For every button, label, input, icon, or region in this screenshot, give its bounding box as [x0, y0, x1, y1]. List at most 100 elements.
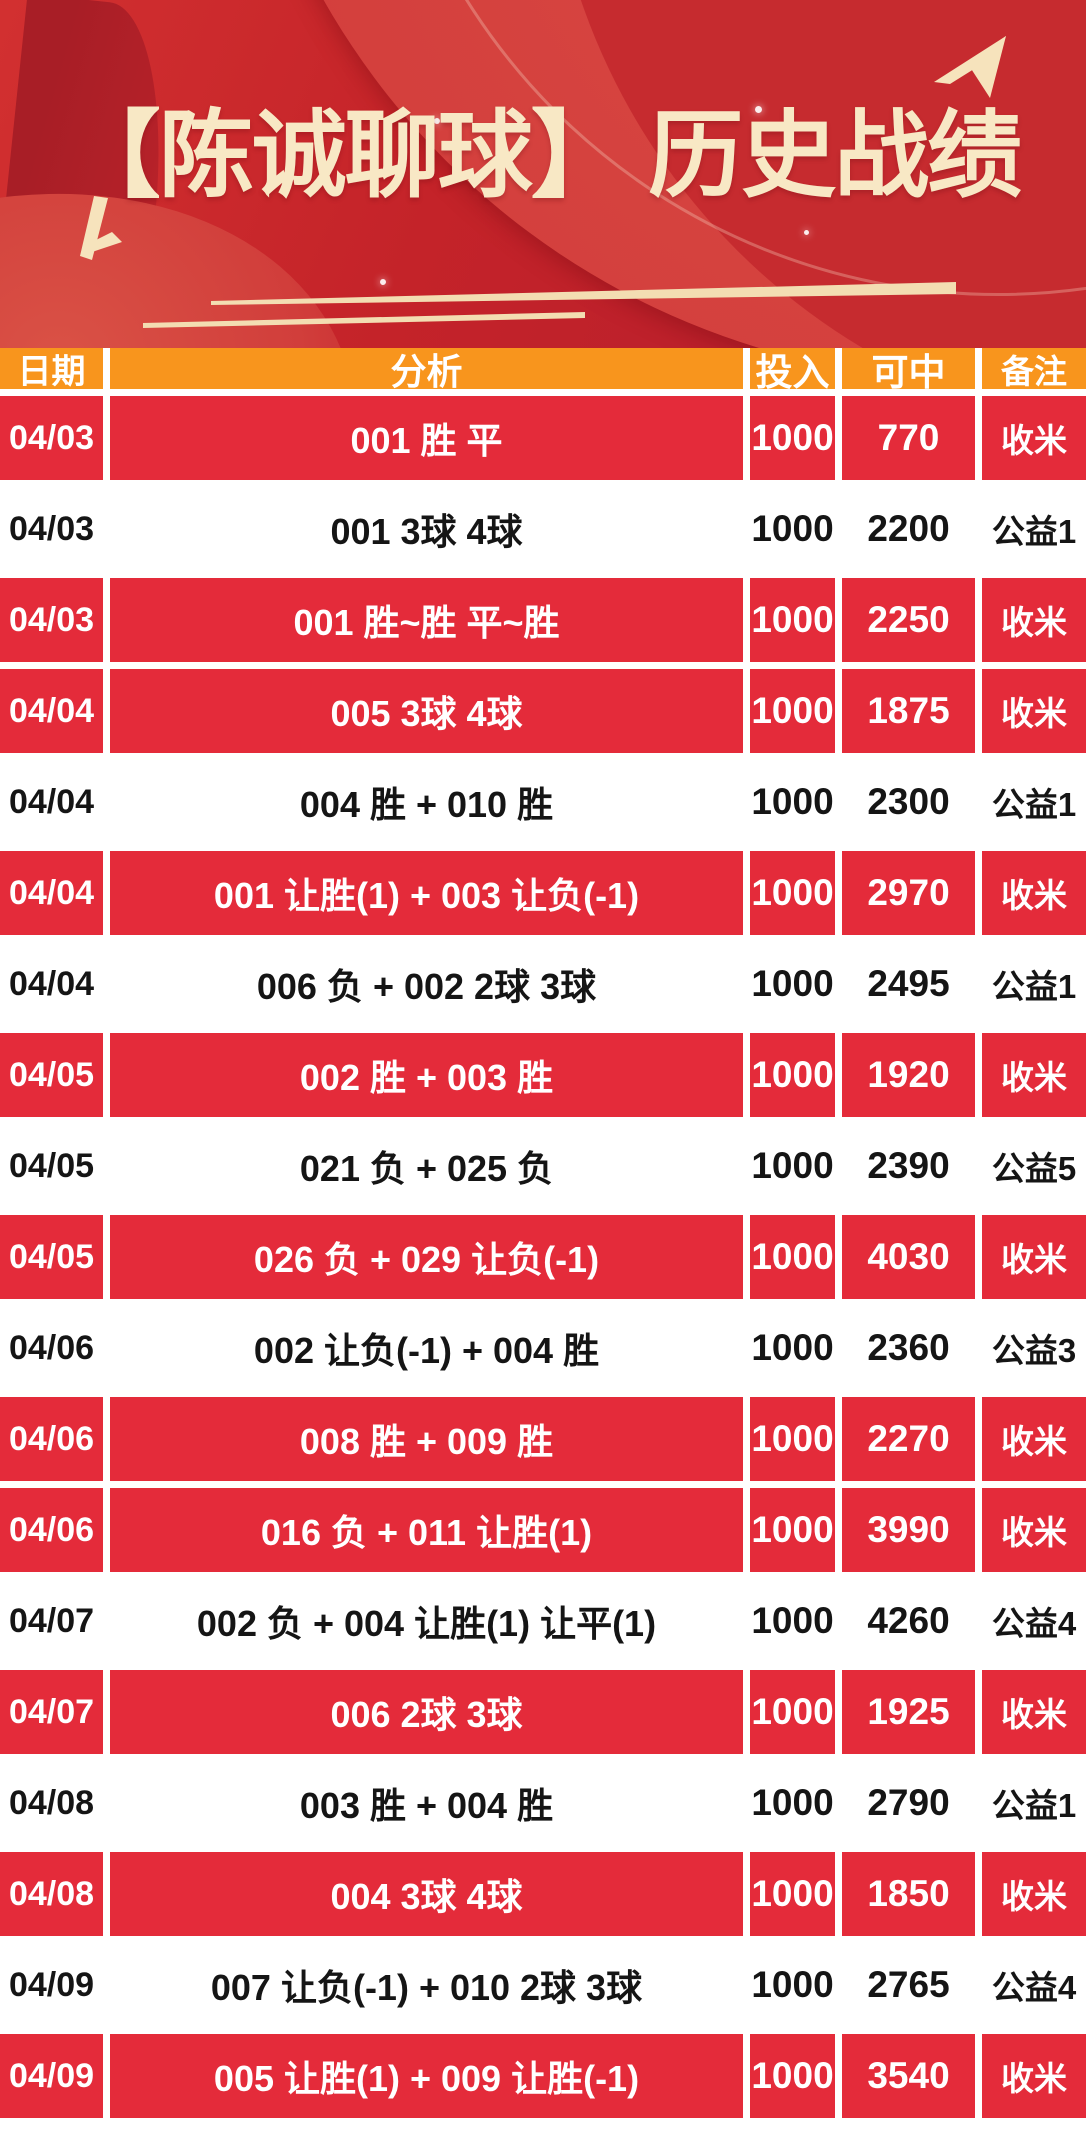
date-cell: 04/06 [0, 1488, 103, 1572]
underline-stroke-long [211, 282, 956, 305]
win-cell: 4030 [842, 1215, 975, 1299]
win-cell: 2200 [842, 487, 975, 571]
win-cell: 2765 [842, 1943, 975, 2027]
sparkle-icon [755, 106, 762, 113]
column-header-invest: 投入 [750, 348, 835, 393]
column-header-note: 备注 [982, 348, 1086, 390]
analysis-cell: 001 胜~胜 平~胜 [110, 578, 743, 662]
invest-cell: 1000 [750, 1488, 835, 1572]
win-cell: 2970 [842, 851, 975, 935]
note-cell: 收米 [982, 1397, 1086, 1481]
sparkle-icon [434, 118, 440, 124]
results-table: 日期 分析 投入 可中 备注 04/03 001 胜 平 1000 770 收米… [0, 348, 1086, 2118]
date-cell: 04/09 [0, 1943, 103, 2027]
banner-decorations [80, 36, 1006, 328]
swoosh-arrow-icon [968, 36, 1006, 98]
note-cell: 收米 [982, 1852, 1086, 1936]
analysis-cell: 005 让胜(1) + 009 让胜(-1) [110, 2034, 743, 2118]
invest-cell: 1000 [750, 1215, 835, 1299]
win-cell: 770 [842, 396, 975, 480]
underline-stroke-short [143, 312, 585, 328]
invest-cell: 1000 [750, 578, 835, 662]
date-cell: 04/04 [0, 760, 103, 844]
invest-cell: 1000 [750, 760, 835, 844]
note-cell: 收米 [982, 1033, 1086, 1117]
analysis-cell: 001 胜 平 [110, 396, 743, 480]
note-cell: 公益1 [982, 487, 1086, 571]
analysis-cell: 001 让胜(1) + 003 让负(-1) [110, 851, 743, 935]
date-cell: 04/03 [0, 578, 103, 662]
invest-cell: 1000 [750, 1033, 835, 1117]
note-cell: 公益5 [982, 1124, 1086, 1208]
win-cell: 3990 [842, 1488, 975, 1572]
column-header-date: 日期 [0, 348, 103, 391]
date-cell: 04/07 [0, 1670, 103, 1754]
note-cell: 公益1 [982, 1761, 1086, 1845]
note-cell: 公益4 [982, 1579, 1086, 1663]
invest-cell: 1000 [750, 396, 835, 480]
analysis-cell: 002 负 + 004 让胜(1) 让平(1) [110, 1579, 743, 1663]
date-cell: 04/05 [0, 1124, 103, 1208]
banner: 【陈诚聊球】 历史战绩 [0, 0, 1086, 348]
date-cell: 04/04 [0, 669, 103, 753]
invest-cell: 1000 [750, 1852, 835, 1936]
note-cell: 收米 [982, 1215, 1086, 1299]
win-cell: 1850 [842, 1852, 975, 1936]
date-cell: 04/09 [0, 2034, 103, 2118]
analysis-cell: 021 负 + 025 负 [110, 1124, 743, 1208]
analysis-cell: 002 胜 + 003 胜 [110, 1033, 743, 1117]
note-cell: 收米 [982, 851, 1086, 935]
column-header-win: 可中 [842, 348, 975, 393]
note-cell: 公益1 [982, 760, 1086, 844]
note-cell: 收米 [982, 1670, 1086, 1754]
win-cell: 2300 [842, 760, 975, 844]
analysis-cell: 026 负 + 029 让负(-1) [110, 1215, 743, 1299]
sparkle-icon [804, 230, 809, 235]
invest-cell: 1000 [750, 851, 835, 935]
invest-cell: 1000 [750, 1124, 835, 1208]
win-cell: 2390 [842, 1124, 975, 1208]
analysis-cell: 007 让负(-1) + 010 2球 3球 [110, 1943, 743, 2027]
invest-cell: 1000 [750, 942, 835, 1026]
note-cell: 收米 [982, 2034, 1086, 2118]
corner-bracket-icon [80, 196, 108, 260]
note-cell: 收米 [982, 1488, 1086, 1572]
analysis-cell: 006 负 + 002 2球 3球 [110, 942, 743, 1026]
date-cell: 04/03 [0, 487, 103, 571]
column-header-analysis: 分析 [110, 348, 743, 392]
win-cell: 1875 [842, 669, 975, 753]
invest-cell: 1000 [750, 2034, 835, 2118]
date-cell: 04/05 [0, 1215, 103, 1299]
win-cell: 1925 [842, 1670, 975, 1754]
date-cell: 04/04 [0, 942, 103, 1026]
note-cell: 收米 [982, 578, 1086, 662]
swoosh-arrow-icon [934, 36, 1006, 84]
date-cell: 04/08 [0, 1761, 103, 1845]
sparkle-icon [380, 279, 386, 285]
win-cell: 2495 [842, 942, 975, 1026]
win-cell: 3540 [842, 2034, 975, 2118]
win-cell: 4260 [842, 1579, 975, 1663]
win-cell: 2250 [842, 578, 975, 662]
analysis-cell: 004 胜 + 010 胜 [110, 760, 743, 844]
page-title: 【陈诚聊球】 历史战绩 [65, 103, 1022, 209]
date-cell: 04/03 [0, 396, 103, 480]
analysis-cell: 006 2球 3球 [110, 1670, 743, 1754]
invest-cell: 1000 [750, 487, 835, 571]
note-cell: 收米 [982, 669, 1086, 753]
win-cell: 2360 [842, 1306, 975, 1390]
analysis-cell: 002 让负(-1) + 004 胜 [110, 1306, 743, 1390]
date-cell: 04/06 [0, 1306, 103, 1390]
invest-cell: 1000 [750, 1943, 835, 2027]
invest-cell: 1000 [750, 1306, 835, 1390]
note-cell: 公益3 [982, 1306, 1086, 1390]
invest-cell: 1000 [750, 1670, 835, 1754]
analysis-cell: 005 3球 4球 [110, 669, 743, 753]
analysis-cell: 008 胜 + 009 胜 [110, 1397, 743, 1481]
invest-cell: 1000 [750, 1761, 835, 1845]
note-cell: 公益1 [982, 942, 1086, 1026]
win-cell: 1920 [842, 1033, 975, 1117]
date-cell: 04/08 [0, 1852, 103, 1936]
sparkle-icon [950, 140, 954, 144]
